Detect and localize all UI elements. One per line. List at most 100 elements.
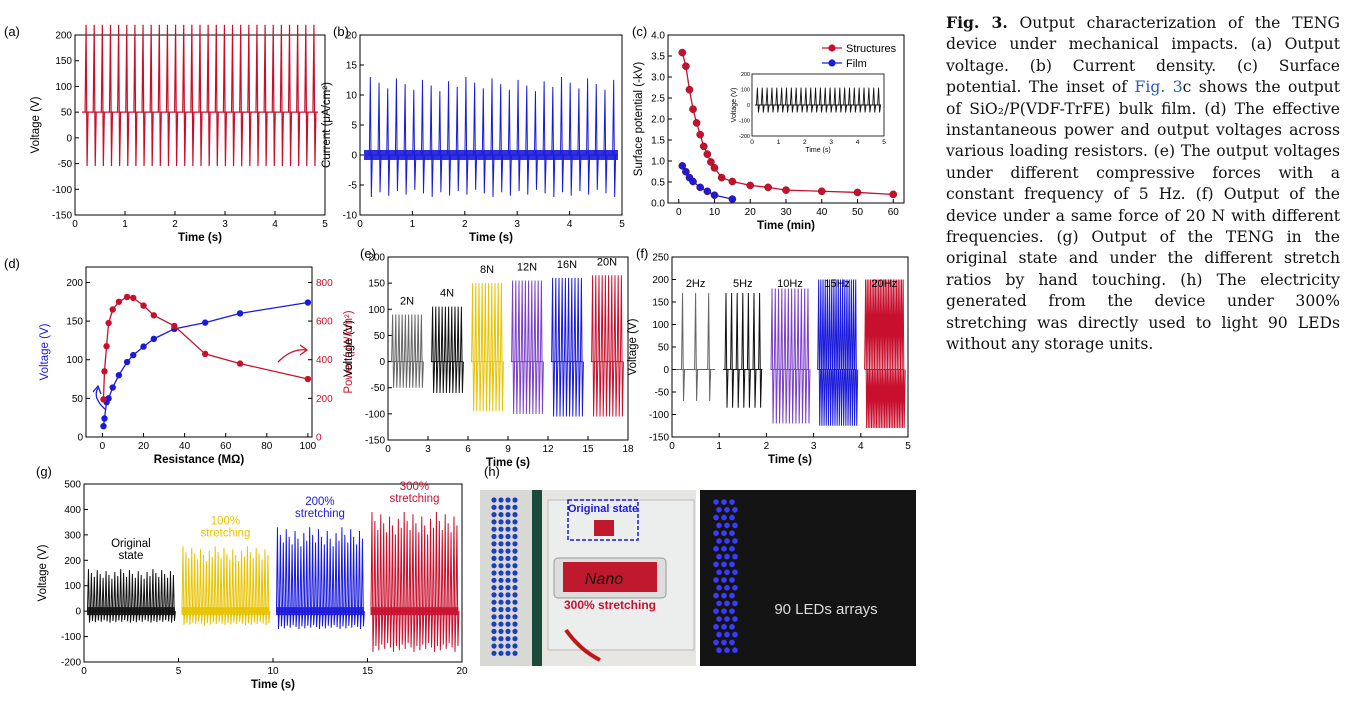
y-tick-label-d: 150 xyxy=(66,317,83,328)
panel-label-f: (f) xyxy=(636,246,648,261)
voltage-trace-e-8n xyxy=(471,283,504,412)
y-tick-label-f: 200 xyxy=(652,275,669,286)
lit-led-icon xyxy=(729,577,735,583)
lit-led-icon xyxy=(724,507,730,513)
lit-led-icon xyxy=(721,514,727,521)
lit-led-icon xyxy=(732,616,738,622)
led-icon xyxy=(505,519,511,525)
led-icon xyxy=(505,606,511,613)
x-tick-label-a: 1 xyxy=(122,219,128,230)
group-label-f: 2Hz xyxy=(686,278,706,290)
lit-led-icon xyxy=(732,553,738,560)
inset-plot-c: 0 1 2 3 4 5 -200 -100 0 100 200 Time (s) Voltage (V) xyxy=(731,72,886,154)
data-point-structures xyxy=(889,190,898,199)
x-tick-label-c: 0 xyxy=(676,207,682,218)
group-label-f: 15Hz xyxy=(824,278,850,290)
y-tick-label-b: 20 xyxy=(346,31,358,42)
y-axis-title-c: Surface potential (-kV) xyxy=(633,62,645,177)
led-icon xyxy=(512,577,518,583)
panel-a: (a) 0 1 2 3 4 5 -150 -100 -50 0 50 100 150 200 Time (s)… xyxy=(4,24,328,244)
data-point-voltage xyxy=(100,422,107,430)
x-tick-label-g: 5 xyxy=(176,666,182,677)
inset-x-tick-label: 4 xyxy=(856,139,860,146)
y-axis-title-e: Voltage (V) xyxy=(343,320,355,377)
data-point-structures xyxy=(703,150,712,158)
lit-led-icon xyxy=(724,647,730,653)
led-icon xyxy=(491,533,497,540)
device-stretched xyxy=(563,562,657,592)
x-tick-label-b: 5 xyxy=(619,219,625,230)
inset-y-tick-label: 0 xyxy=(747,103,750,109)
y-tick-label-g: 400 xyxy=(64,505,81,516)
led-icon xyxy=(498,555,504,562)
led-icon xyxy=(491,563,497,569)
voltage-trace-g xyxy=(86,569,176,623)
y-tick-label-c: 4.0 xyxy=(651,31,665,42)
led-icon xyxy=(505,563,511,569)
voltage-trace-a xyxy=(82,24,318,167)
lit-led-icon xyxy=(716,647,722,653)
group-label-g: stretching xyxy=(295,508,345,520)
group-label-e: 16N xyxy=(557,259,577,271)
data-point-film xyxy=(728,195,737,203)
lit-led-icon xyxy=(732,600,738,607)
lit-led-icon xyxy=(724,538,730,544)
y-axis-title-g: Voltage (V) xyxy=(37,544,49,601)
lit-led-icon xyxy=(721,608,727,614)
group-label-g: stretching xyxy=(390,493,440,505)
led-icon xyxy=(512,519,518,525)
y-tick-label-e: -50 xyxy=(371,383,386,394)
panel-e: (e) 0 3 6 9 12 15 18 -150 -100 -50 0 50 100 150 200 Time… xyxy=(343,246,634,469)
group-label-e: 12N xyxy=(517,262,537,274)
y2-tick-label: 400 xyxy=(316,355,333,366)
x-axis-title-g: Time (s) xyxy=(251,679,295,691)
y-tick-label-b: 15 xyxy=(346,61,358,72)
y-tick-label-g: 0 xyxy=(75,607,81,618)
x-tick-label-g: 15 xyxy=(362,666,374,677)
y-tick-label-d: 50 xyxy=(72,394,84,405)
lit-led-icon xyxy=(716,553,722,560)
led-icon xyxy=(491,511,497,518)
lit-led-icon xyxy=(713,592,719,599)
data-point-structures xyxy=(699,142,708,151)
lit-led-icon xyxy=(713,624,719,630)
lit-led-icon xyxy=(724,631,730,638)
panel-h: (h) Original state Nano 300% stretching 90 L… xyxy=(480,464,916,666)
data-point-voltage xyxy=(150,335,157,343)
group-label-e: 8N xyxy=(480,264,494,276)
data-point-film xyxy=(710,191,719,199)
plot-frame-d xyxy=(85,266,313,438)
lit-led-icon xyxy=(732,538,738,544)
y-tick-label-f: -100 xyxy=(649,410,669,421)
y-tick-label-c: 2.0 xyxy=(651,115,665,126)
led-icon xyxy=(512,636,518,642)
x-tick-label-g: 0 xyxy=(81,666,87,677)
lit-led-icon xyxy=(721,561,727,568)
lit-led-icon xyxy=(729,561,735,568)
led-icon xyxy=(498,541,504,547)
lit-led-icon xyxy=(713,546,719,552)
x-tick-label-e: 0 xyxy=(385,444,391,455)
data-point-structures xyxy=(689,105,697,114)
legend-marker-structures xyxy=(828,44,836,52)
lit-led-icon xyxy=(732,507,738,513)
caption-text-post: c shows the output of SiO₂/P(VDF-TrFE) b… xyxy=(946,78,1340,354)
led-icon xyxy=(512,585,518,591)
x-tick-label-c: 60 xyxy=(888,207,900,218)
led-icon xyxy=(498,563,504,569)
x-tick-label-b: 1 xyxy=(410,219,416,230)
y-tick-label-a: -150 xyxy=(52,211,72,222)
led-icon xyxy=(498,650,504,656)
lit-led-icon xyxy=(713,639,719,646)
caption-figure-link[interactable]: Fig. 3 xyxy=(1134,78,1183,97)
y-tick-label-g: 500 xyxy=(64,480,81,491)
x-tick-label-e: 18 xyxy=(622,444,634,455)
lit-led-icon xyxy=(716,616,722,622)
led-icon xyxy=(505,628,511,635)
data-point-power xyxy=(171,322,178,330)
y2-tick-label: 600 xyxy=(316,317,333,328)
lit-led-icon xyxy=(713,530,719,536)
y-tick-label-a: 200 xyxy=(55,31,72,42)
voltage-trace-g xyxy=(181,546,271,626)
y2-tick-label: 800 xyxy=(316,278,333,289)
